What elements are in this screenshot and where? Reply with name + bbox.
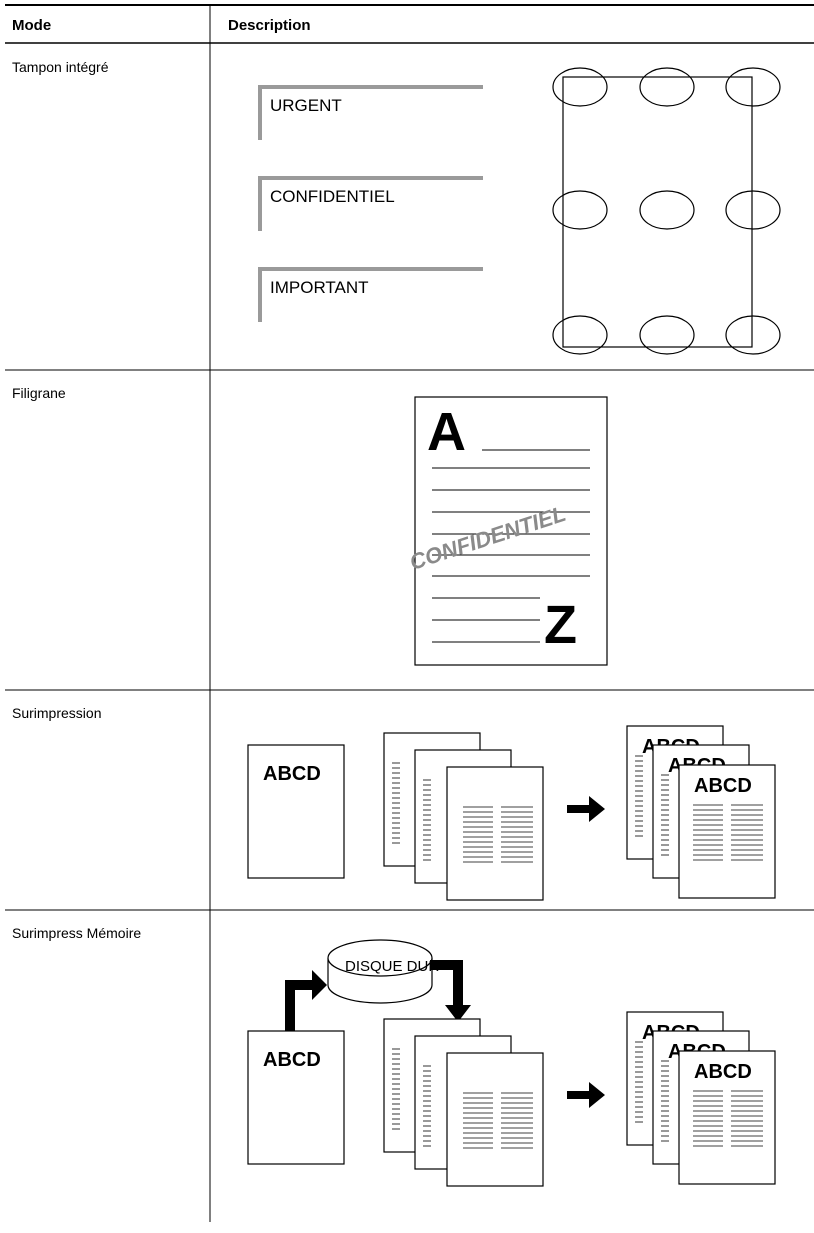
position — [639, 315, 695, 355]
page-letter: Z — [544, 595, 577, 655]
stamp-frame-left — [258, 176, 262, 231]
result-page — [678, 764, 776, 899]
storage-label: DISQUE DUR — [345, 958, 439, 975]
stamp-frame-left — [258, 267, 262, 322]
stamp-label: IMPORTANT — [270, 278, 369, 297]
stamp-frame-top — [258, 176, 483, 180]
position — [725, 67, 781, 107]
arrow — [430, 960, 471, 1022]
disk-top — [327, 939, 433, 977]
position — [725, 315, 781, 355]
mode-name: Filigrane — [12, 385, 66, 401]
mode-name: Tampon intégré — [12, 59, 109, 75]
position — [552, 315, 608, 355]
position — [639, 190, 695, 230]
stamp-label: CONFIDENTIEL — [270, 187, 395, 206]
result-text: ABCD — [694, 775, 752, 797]
arrow — [567, 796, 605, 822]
page-outline — [562, 76, 753, 348]
mode-name: Surimpression — [12, 705, 101, 721]
text-lines — [432, 449, 590, 643]
stamp-label: URGENT — [270, 96, 342, 115]
page-letter: A — [427, 402, 466, 462]
header-cell: Description — [228, 17, 311, 34]
original-page — [247, 1030, 345, 1165]
result-text: ABCD — [694, 1061, 752, 1083]
mode-name: Surimpress Mémoire — [12, 925, 141, 941]
stamp-frame-left — [258, 85, 262, 140]
position — [552, 67, 608, 107]
arrow — [567, 1082, 605, 1108]
stamp-positions — [552, 67, 781, 355]
position — [725, 190, 781, 230]
original-page — [247, 744, 345, 879]
document-page — [446, 1052, 544, 1187]
stamp-frame-top — [258, 85, 483, 89]
stamp-frame-top — [258, 267, 483, 271]
document-page — [446, 766, 544, 901]
position — [552, 190, 608, 230]
original-text: ABCD — [263, 763, 321, 785]
result-page — [678, 1050, 776, 1185]
header-cell: Mode — [12, 17, 51, 34]
original-text: ABCD — [263, 1049, 321, 1071]
arrow — [285, 970, 327, 1052]
position — [639, 67, 695, 107]
